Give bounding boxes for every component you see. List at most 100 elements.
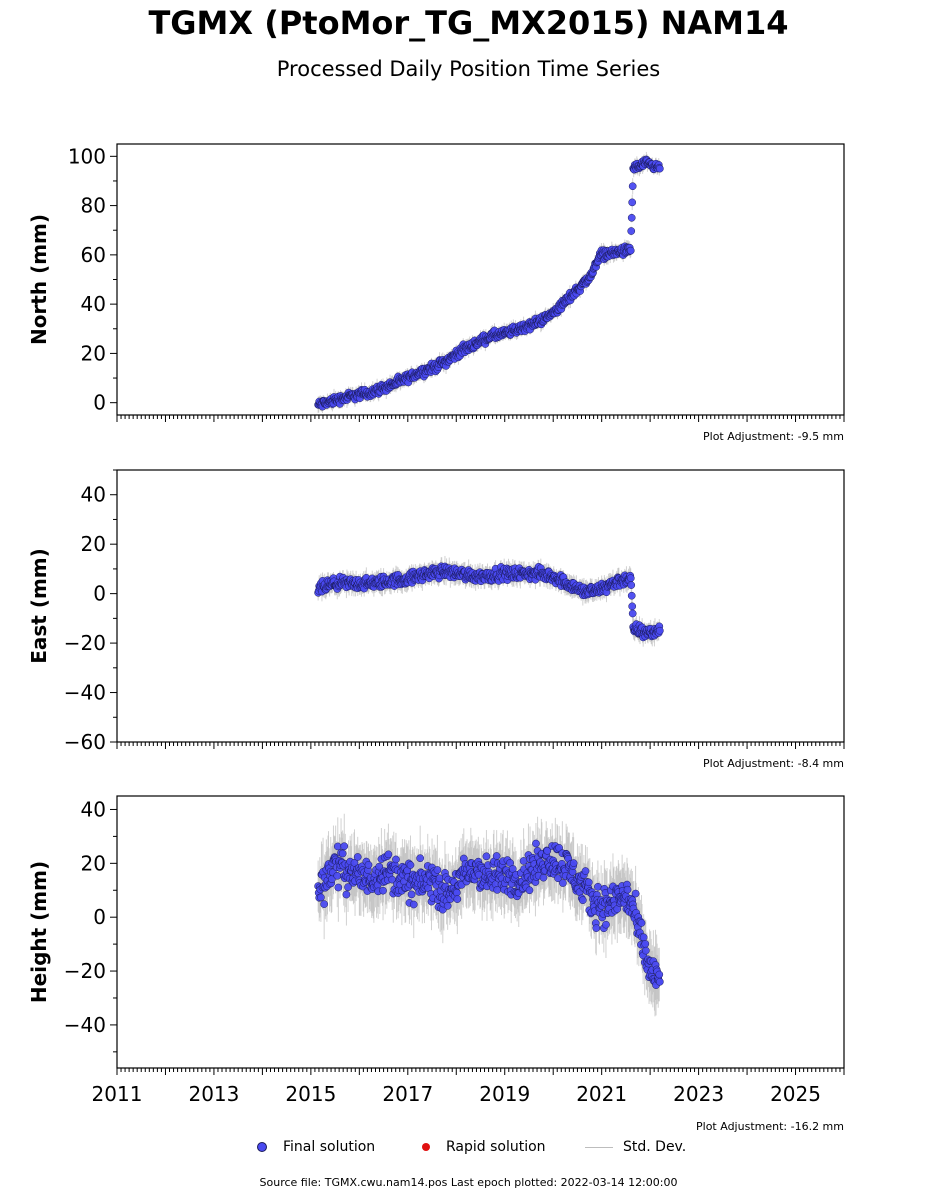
data-point (492, 852, 501, 860)
data-point (584, 878, 593, 887)
data-point (641, 946, 650, 955)
data-point (453, 895, 462, 903)
data-point (433, 866, 442, 874)
data-point (628, 609, 637, 618)
stddev-bars (317, 151, 660, 413)
data-point (628, 182, 637, 191)
y-tick-label: −60 (64, 730, 106, 754)
data-point (364, 861, 373, 869)
data-point (353, 853, 362, 861)
data-point (407, 890, 416, 899)
data-point (340, 842, 349, 851)
y-tick-label: 0 (93, 391, 106, 415)
y-axis-label: North (mm) (27, 214, 51, 345)
y-tick-label: 40 (81, 292, 106, 316)
data-point (655, 164, 664, 173)
y-tick-label: −40 (64, 681, 106, 705)
legend-final: Final solution (257, 1137, 375, 1157)
y-tick-label: 100 (68, 144, 106, 168)
data-point (338, 849, 347, 858)
data-point (578, 896, 587, 905)
x-tick-label: 2017 (382, 1082, 433, 1106)
panel-height: −40 −20 0 20 40 2011 2013 2015 2017 2019 2021 2023 2… (27, 795, 845, 1133)
source-footer: Source file: TGMX.cwu.nam14.pos Last epo… (259, 1176, 678, 1189)
y-axis-label: East (mm) (27, 548, 51, 664)
legend-final-label: Final solution (283, 1139, 376, 1155)
chart-subtitle: Processed Daily Position Time Series (276, 57, 661, 81)
data-point (631, 889, 640, 898)
x-tick-label: 2019 (479, 1082, 530, 1106)
panel-north: 0 20 40 60 80 100 North (mm) Plot Adjustment: -… (27, 143, 845, 443)
data-point (342, 890, 351, 899)
y-tick-label: 40 (81, 797, 106, 821)
stddev-line-icon (585, 1146, 613, 1148)
y-tick-label: 60 (81, 243, 106, 267)
data-point (655, 970, 664, 979)
rapid-marker-icon (422, 1143, 430, 1151)
data-point (627, 227, 636, 235)
y-tick-label: 0 (93, 582, 106, 606)
y-axis-label: Height (mm) (27, 861, 51, 1003)
data-point (317, 893, 325, 902)
data-point (602, 920, 610, 929)
data-point (626, 246, 635, 255)
data-point (519, 857, 528, 865)
panel-east: −60 −40 −20 0 20 40 East (mm) Plot Adjustment: … (27, 469, 845, 770)
y-tick-label: −40 (64, 1013, 106, 1037)
plot-frame (116, 469, 845, 743)
x-tick-label: 2015 (285, 1082, 336, 1106)
plot-frame (116, 795, 845, 1069)
data-point (628, 198, 637, 207)
data-point (559, 879, 567, 887)
y-tick-label: −20 (64, 631, 106, 655)
y-tick-label: 0 (93, 905, 106, 929)
legend-stddev-label: Std. Dev. (623, 1139, 687, 1155)
y-tick-label: 20 (81, 851, 106, 875)
data-point (641, 940, 650, 948)
plot-adjustment-note: Plot Adjustment: -8.4 mm (703, 757, 844, 770)
data-point (626, 574, 635, 583)
data-point (416, 854, 425, 863)
plot-adjustment-note: Plot Adjustment: -9.5 mm (703, 430, 844, 443)
data-point (569, 859, 578, 867)
data-point (435, 874, 444, 883)
data-point (539, 873, 548, 882)
data-point (637, 919, 646, 927)
data-point (627, 581, 636, 589)
data-point (532, 839, 540, 848)
x-tick-label: 2021 (576, 1082, 627, 1106)
y-tick-label: 20 (81, 532, 106, 556)
y-tick-label: 40 (81, 483, 106, 507)
data-point (482, 852, 491, 861)
data-point (409, 900, 418, 909)
data-point (628, 602, 637, 611)
data-point (639, 933, 648, 942)
x-tick-label: 2011 (92, 1082, 143, 1106)
data-point (655, 626, 664, 635)
data-point (655, 977, 664, 986)
data-point (334, 883, 343, 892)
y-tick-label: 80 (81, 194, 106, 218)
data-point (592, 924, 601, 932)
data-point (452, 888, 461, 897)
data-point (379, 886, 387, 895)
data-point (581, 867, 590, 875)
data-point (406, 861, 415, 869)
data-point (627, 213, 636, 222)
legend-stddev: Std. Dev. (585, 1137, 686, 1157)
data-point (392, 855, 400, 864)
data-point (627, 591, 636, 600)
data-point (623, 885, 632, 894)
x-tick-label: 2013 (188, 1082, 239, 1106)
plot-adjustment-note: Plot Adjustment: -16.2 mm (696, 1120, 844, 1133)
data-point (594, 882, 602, 891)
data-point (443, 902, 452, 910)
x-tick-label: 2023 (673, 1082, 724, 1106)
legend-rapid: Rapid solution (422, 1137, 546, 1157)
data-point (525, 886, 534, 895)
y-tick-label: 20 (81, 341, 106, 365)
x-tick-label: 2025 (770, 1082, 821, 1106)
final-marker-icon (257, 1142, 267, 1152)
data-point (333, 842, 342, 851)
